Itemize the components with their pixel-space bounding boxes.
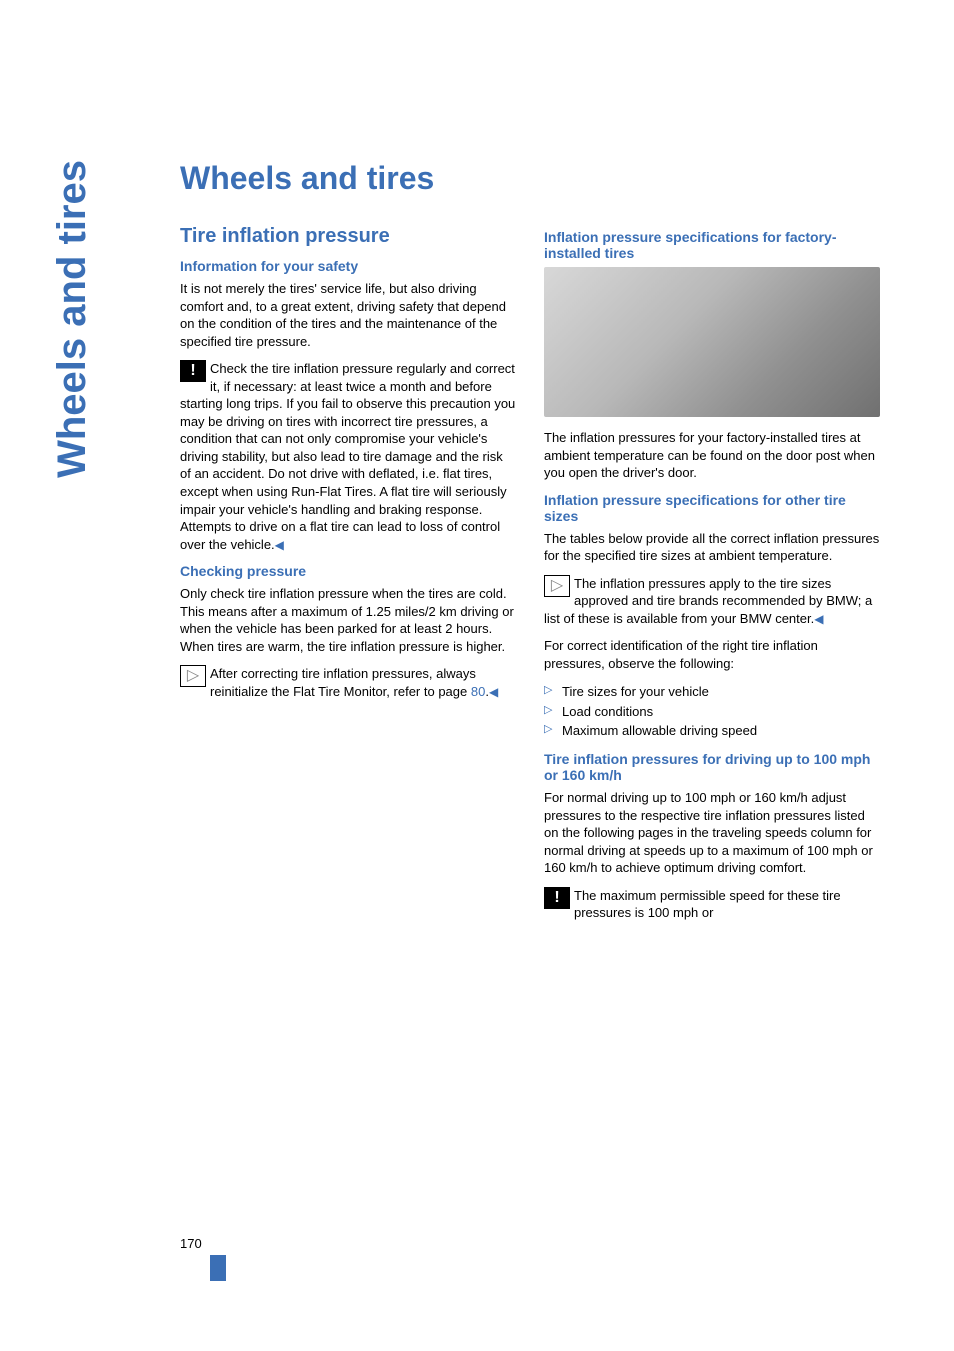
paragraph-text: After correcting tire inflation pressure… xyxy=(210,666,476,699)
door-post-image xyxy=(544,267,880,417)
warning-paragraph: ! The maximum permissible speed for thes… xyxy=(544,887,880,922)
paragraph: For correct identification of the right … xyxy=(544,637,880,672)
paragraph: The tables below provide all the correct… xyxy=(544,530,880,565)
subsection-heading: Checking pressure xyxy=(180,563,516,579)
paragraph: Only check tire inflation pressure when … xyxy=(180,585,516,655)
page-reference[interactable]: 80 xyxy=(471,684,485,699)
end-arrow-icon: ◀ xyxy=(275,538,284,552)
bullet-list: Tire sizes for your vehicle Load conditi… xyxy=(544,682,880,741)
list-item: Load conditions xyxy=(544,702,880,722)
info-paragraph: ▷ After correcting tire inflation pressu… xyxy=(180,665,516,700)
subsection-heading: Tire inflation pressures for driving up … xyxy=(544,751,880,783)
warning-icon: ! xyxy=(544,887,570,909)
main-title: Wheels and tires xyxy=(180,160,880,197)
page-accent-bar xyxy=(210,1255,226,1281)
paragraph: It is not merely the tires' service life… xyxy=(180,280,516,350)
list-item: Tire sizes for your vehicle xyxy=(544,682,880,702)
paragraph-text: The maximum permissible speed for these … xyxy=(574,888,841,921)
info-icon: ▷ xyxy=(180,665,206,687)
subsection-heading: Inflation pressure specifications for fa… xyxy=(544,229,880,261)
info-icon: ▷ xyxy=(544,575,570,597)
paragraph: The inflation pressures for your factory… xyxy=(544,429,880,482)
two-column-layout: Tire inflation pressure Information for … xyxy=(180,225,880,932)
section-heading: Tire inflation pressure xyxy=(180,225,516,248)
vertical-section-heading: Wheels and tires xyxy=(50,160,95,478)
right-column: Inflation pressure specifications for fa… xyxy=(544,225,880,932)
end-arrow-icon: ◀ xyxy=(814,612,823,626)
info-paragraph: ▷ The inflation pressures apply to the t… xyxy=(544,575,880,628)
warning-icon: ! xyxy=(180,360,206,382)
subsection-heading: Information for your safety xyxy=(180,258,516,274)
page-content: Wheels and tires Tire inflation pressure… xyxy=(180,160,880,932)
page-number: 170 xyxy=(180,1236,202,1251)
paragraph-text: Check the tire inflation pressure regula… xyxy=(180,361,515,551)
paragraph: For normal driving up to 100 mph or 160 … xyxy=(544,789,880,877)
subsection-heading: Inflation pressure specifications for ot… xyxy=(544,492,880,524)
left-column: Tire inflation pressure Information for … xyxy=(180,225,516,932)
end-arrow-icon: ◀ xyxy=(489,685,498,699)
list-item: Maximum allowable driving speed xyxy=(544,721,880,741)
warning-paragraph: ! Check the tire inflation pressure regu… xyxy=(180,360,516,553)
